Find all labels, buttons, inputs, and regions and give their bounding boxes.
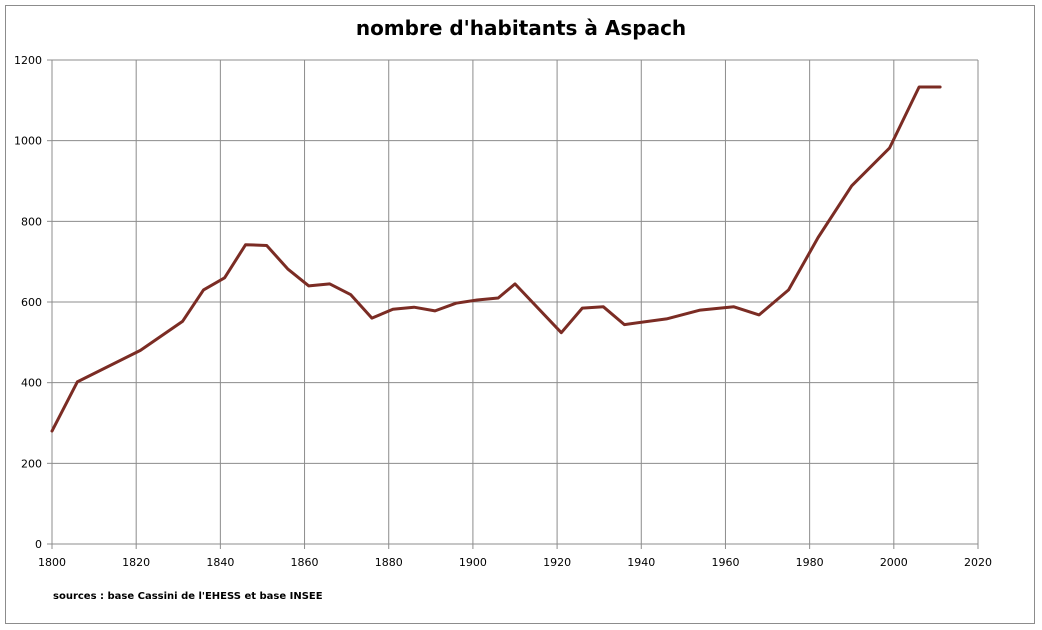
data-point — [665, 317, 668, 320]
y-tick-label: 1000 — [14, 135, 42, 148]
data-point — [581, 307, 584, 310]
chart-title: nombre d'habitants à Aspach — [355, 16, 687, 40]
data-point — [265, 244, 268, 247]
x-tick-label: 1960 — [711, 556, 739, 569]
x-tick-label: 1860 — [291, 556, 319, 569]
x-tick-label: 1920 — [543, 556, 571, 569]
data-point — [758, 313, 761, 316]
data-point — [349, 293, 352, 296]
data-point — [139, 349, 142, 352]
y-tick-label: 800 — [21, 215, 42, 228]
data-point — [307, 284, 310, 287]
data-point — [787, 288, 790, 291]
data-point — [455, 302, 458, 305]
data-point — [699, 309, 702, 312]
data-point — [391, 308, 394, 311]
data-point — [244, 243, 247, 246]
x-tick-label: 1840 — [206, 556, 234, 569]
data-point — [223, 276, 226, 279]
data-point — [497, 296, 500, 299]
y-tick-label: 600 — [21, 296, 42, 309]
data-point — [476, 298, 479, 301]
y-tick-label: 0 — [35, 538, 42, 551]
x-tick-label: 1980 — [796, 556, 824, 569]
data-point — [412, 306, 415, 309]
y-tick-label: 200 — [21, 457, 42, 470]
x-tick-label: 1900 — [459, 556, 487, 569]
population-line — [50, 85, 942, 433]
data-point — [181, 320, 184, 323]
data-point — [623, 323, 626, 326]
data-point — [202, 288, 205, 291]
data-point — [918, 86, 921, 89]
data-point — [434, 309, 437, 312]
data-point — [602, 305, 605, 308]
y-tick-label: 400 — [21, 377, 42, 390]
x-tick-label: 1940 — [627, 556, 655, 569]
data-point — [817, 236, 820, 239]
data-point — [732, 305, 735, 308]
data-point — [51, 430, 54, 433]
y-tick-label: 1200 — [14, 54, 42, 67]
data-point — [939, 86, 942, 89]
data-point — [370, 317, 373, 320]
data-point — [328, 282, 331, 285]
chart-frame — [5, 5, 1035, 624]
x-tick-label: 1800 — [38, 556, 66, 569]
source-note: sources : base Cassini de l'EHESS et bas… — [53, 591, 323, 602]
data-point — [286, 267, 289, 270]
data-point — [76, 380, 79, 383]
x-tick-label: 1880 — [375, 556, 403, 569]
data-point — [560, 331, 563, 334]
x-tick-label: 2020 — [964, 556, 992, 569]
x-tick-label: 1820 — [122, 556, 150, 569]
data-point — [514, 282, 517, 285]
x-tick-label: 2000 — [880, 556, 908, 569]
data-point — [888, 146, 891, 149]
data-point — [850, 184, 853, 187]
